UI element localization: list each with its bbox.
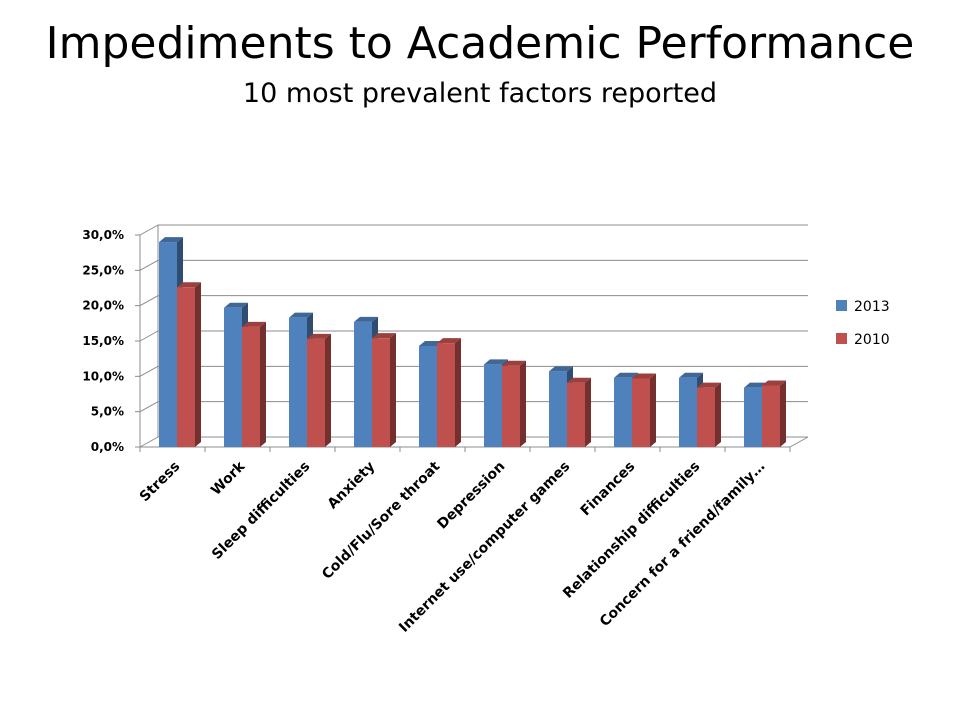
bar-2013-4 xyxy=(419,345,437,447)
x-tick-label: Relationship difficulties xyxy=(560,459,703,602)
bar-2013-1-top xyxy=(224,302,248,308)
chart-title: Impediments to Academic Performance xyxy=(45,18,915,69)
bar-2013-6 xyxy=(549,371,567,447)
bar-2010-8-top xyxy=(697,382,721,388)
bar-2010-7 xyxy=(632,378,650,447)
y-tick-label: 15,0% xyxy=(82,334,124,348)
y-tick-label: 10,0% xyxy=(82,369,124,383)
bar-2013-6-top xyxy=(549,366,573,372)
gridline-side xyxy=(139,436,159,448)
bar-2013-3-top xyxy=(354,316,378,322)
bar-2010-4-top xyxy=(437,338,461,344)
bar-2013-2 xyxy=(289,317,307,447)
bar-2010-7-side xyxy=(650,373,656,447)
y-tick-label: 0,0% xyxy=(91,440,124,454)
bar-2010-7-top xyxy=(632,373,656,379)
bar-2013-0-top xyxy=(159,237,183,243)
x-tick-label: Stress xyxy=(137,459,184,506)
bar-2010-1 xyxy=(242,326,260,447)
bar-2010-1-top xyxy=(242,321,266,327)
y-tick-label: 30,0% xyxy=(82,228,124,242)
bar-2010-0 xyxy=(177,287,195,447)
bar-2013-0 xyxy=(159,242,177,447)
x-tick-label: Cold/Flu/Sore throat xyxy=(319,458,443,582)
bar-2013-1 xyxy=(224,307,242,447)
bar-2013-3 xyxy=(354,321,372,447)
bar-2013-7-top xyxy=(614,372,638,378)
bar-2013-5 xyxy=(484,364,502,447)
bar-2010-3 xyxy=(372,338,390,447)
bar-2010-0-side xyxy=(195,282,201,447)
x-tick-label: Finances xyxy=(578,459,639,520)
bar-2010-8 xyxy=(697,387,715,447)
y-tick-label: 20,0% xyxy=(82,299,124,313)
bar-2010-9-top xyxy=(762,380,786,386)
bar-2010-6 xyxy=(567,382,585,447)
bar-2010-5-side xyxy=(520,360,526,447)
bar-2010-3-side xyxy=(390,333,396,447)
y-tick-label: 25,0% xyxy=(82,263,124,277)
legend-label-2013: 2013 xyxy=(854,299,890,315)
bar-2010-1-side xyxy=(260,321,266,447)
bar-2010-4-side xyxy=(455,338,461,447)
gridline-side xyxy=(139,259,159,271)
y-tick-label: 5,0% xyxy=(91,405,124,419)
bar-2010-9-side xyxy=(780,380,786,447)
floor-edge xyxy=(789,436,809,448)
legend-label-2010: 2010 xyxy=(854,332,890,348)
bar-2013-2-top xyxy=(289,312,313,318)
x-tick-label: Work xyxy=(208,458,249,499)
bar-2010-2-top xyxy=(307,333,331,339)
bar-2010-5 xyxy=(502,365,520,447)
gridline-side xyxy=(139,224,159,236)
bar-2010-2 xyxy=(307,338,325,447)
bar-2010-5-top xyxy=(502,360,526,366)
bar-2010-9 xyxy=(762,385,780,447)
legend-swatch-2013 xyxy=(836,300,847,311)
gridline-side xyxy=(139,295,159,307)
bar-2010-2-side xyxy=(325,333,331,447)
gridline-side xyxy=(139,365,159,377)
x-tick-label: Anxiety xyxy=(325,459,379,513)
bar-2013-8-top xyxy=(679,372,703,378)
bar-2013-8 xyxy=(679,377,697,447)
gridline-side xyxy=(139,401,159,413)
bar-2010-6-top xyxy=(567,377,591,383)
chart-subtitle: 10 most prevalent factors reported xyxy=(242,78,718,109)
bar-2010-3-top xyxy=(372,333,396,339)
gridline-side xyxy=(139,330,159,342)
bar-2010-0-top xyxy=(177,282,201,288)
legend-swatch-2010 xyxy=(836,333,847,344)
bar-2013-9 xyxy=(744,387,762,447)
bar-2010-8-side xyxy=(715,382,721,447)
bar-2013-7 xyxy=(614,377,632,447)
bar-2010-6-side xyxy=(585,377,591,447)
slide-title: Impediments to Academic Performance 10 m… xyxy=(0,14,960,112)
x-tick-label: Depression xyxy=(434,459,508,533)
bar-2010-4 xyxy=(437,343,455,447)
bar-2013-5-top xyxy=(484,359,508,365)
